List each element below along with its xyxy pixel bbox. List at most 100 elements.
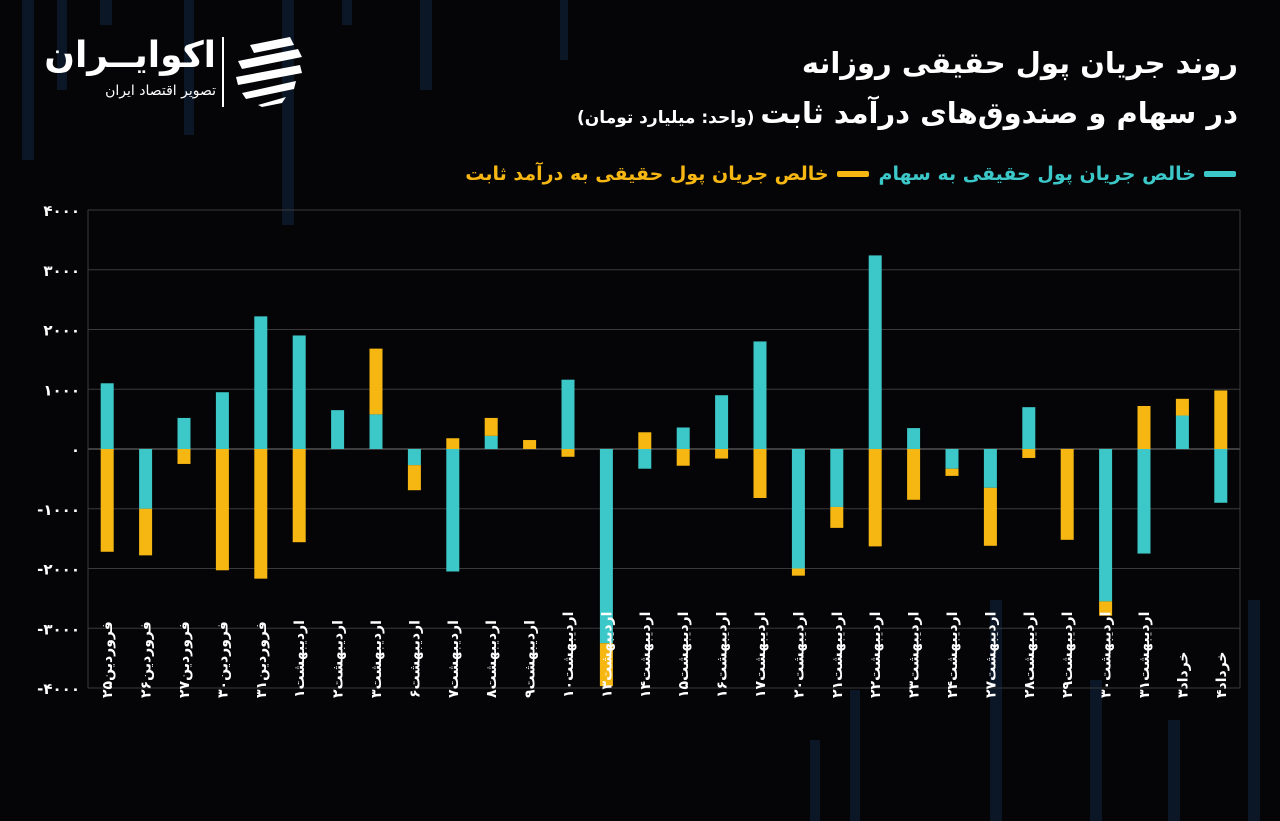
bar-stocks <box>715 395 729 449</box>
y-tick-label: ۴۰۰۰ <box>43 202 80 220</box>
bar-fixed-income <box>523 440 537 449</box>
bar-stocks <box>139 449 153 509</box>
bar-fixed-income <box>1099 601 1113 616</box>
x-tick-label: اردیبهشت۱۳ <box>599 612 615 698</box>
x-tick-label: اردیبهشت۲ <box>331 620 347 698</box>
bar-fixed-income <box>292 449 306 543</box>
bar-stocks <box>1099 449 1113 602</box>
bar-stocks <box>753 341 767 449</box>
y-tick-label: ۲۰۰۰ <box>43 322 80 340</box>
x-tick-label: فروردین۳۰ <box>215 621 231 698</box>
bar-fixed-income <box>715 449 729 459</box>
bar-stocks <box>331 410 345 449</box>
bar-stocks <box>830 449 844 507</box>
y-tick-label: -۱۰۰۰ <box>37 501 80 519</box>
bar-fixed-income <box>868 449 882 547</box>
bar-stocks <box>100 383 114 449</box>
x-tick-label: اردیبهشت۱۴ <box>638 612 654 698</box>
bar-stocks <box>983 449 997 488</box>
x-tick-label: اردیبهشت۳۰ <box>1099 612 1115 698</box>
bar-stocks <box>484 435 498 449</box>
y-tick-label: -۴۰۰۰ <box>37 680 80 698</box>
bar-fixed-income <box>1214 390 1228 449</box>
bar-stocks <box>1137 449 1151 554</box>
bar-fixed-income <box>254 449 268 579</box>
legend-item-stocks: خالص جریان پول حقیقی به سهام <box>879 163 1236 185</box>
bar-fixed-income <box>907 449 921 500</box>
bar-stocks <box>254 316 268 449</box>
x-tick-label: اردیبهشت۲۳ <box>907 612 923 698</box>
x-tick-label: اردیبهشت۲۷ <box>983 612 999 698</box>
bar-fixed-income <box>484 417 498 436</box>
x-tick-label: اردیبهشت۲۴ <box>945 612 961 698</box>
y-tick-label: ۳۰۰۰ <box>43 262 80 280</box>
bar-fixed-income <box>599 643 613 687</box>
bar-fixed-income <box>1022 449 1036 458</box>
x-tick-label: فروردین۳۱ <box>254 621 270 698</box>
title-line-2-text: در سهام و صندوق‌های درآمد ثابت <box>760 96 1238 130</box>
x-tick-label: اردیبهشت۳ <box>369 620 385 698</box>
bar-stocks <box>945 449 959 469</box>
bar-fixed-income <box>561 449 575 457</box>
x-tick-label: اردیبهشت۲۲ <box>868 612 884 698</box>
bar-stocks <box>369 414 383 449</box>
bar-fixed-income <box>446 438 460 449</box>
bar-stocks <box>599 449 613 644</box>
x-tick-label: اردیبهشت۸ <box>484 620 500 698</box>
legend-label-stocks: خالص جریان پول حقیقی به سهام <box>878 163 1196 185</box>
bar-fixed-income <box>638 432 652 449</box>
x-tick-label: اردیبهشت۱۵ <box>676 612 692 698</box>
bar-stocks <box>1175 415 1189 449</box>
bar-stocks <box>907 428 921 449</box>
bar-fixed-income <box>407 465 421 491</box>
bar-stocks <box>1022 407 1036 449</box>
bar-stocks <box>292 335 306 449</box>
x-tick-label: اردیبهشت۲۱ <box>830 612 846 698</box>
x-tick-label: اردیبهشت۲۰ <box>791 612 807 698</box>
x-tick-label: اردیبهشت۳۱ <box>1137 612 1153 698</box>
x-tick-label: اردیبهشت۱۰ <box>561 612 577 698</box>
x-tick-label: اردیبهشت۹ <box>523 620 539 698</box>
x-tick-label: اردیبهشت۱۶ <box>715 612 731 698</box>
bar-fixed-income <box>753 449 767 498</box>
bar-stocks <box>868 255 882 449</box>
bar-fixed-income <box>100 449 114 552</box>
bar-stocks <box>215 392 229 449</box>
bar-stocks <box>561 379 575 449</box>
bar-stocks <box>177 417 191 449</box>
x-tick-label: فروردین۲۶ <box>139 621 155 698</box>
bar-fixed-income <box>215 449 229 571</box>
x-tick-label: اردیبهشت۱۷ <box>753 612 769 698</box>
bar-fixed-income <box>139 508 153 556</box>
legend-swatch-fixed-income <box>836 171 869 177</box>
chart-title: روند جریان پول حقیقی روزانه در سهام و صن… <box>577 38 1238 143</box>
legend-item-fixed-income: خالص جریان پول حقیقی به درآمد ثابت <box>465 163 869 185</box>
brand-tagline: تصویر اقتصاد ایران <box>105 83 216 99</box>
bar-fixed-income <box>983 487 997 546</box>
bar-fixed-income <box>1137 405 1151 449</box>
bar-stocks <box>638 449 652 469</box>
bar-fixed-income <box>830 506 844 528</box>
bar-fixed-income <box>791 568 805 576</box>
bar-fixed-income <box>945 468 959 476</box>
bar-stocks <box>1214 449 1228 503</box>
x-tick-label: خرداد۴ <box>1214 651 1230 698</box>
x-tick-label: اردیبهشت۲۹ <box>1060 612 1076 698</box>
y-tick-label: ۱۰۰۰ <box>43 381 80 399</box>
bar-fixed-income <box>1060 449 1074 540</box>
legend-swatch-stocks <box>1204 171 1236 177</box>
unit-label: (واحد: میلیارد تومان) <box>577 108 755 128</box>
brand-name: اکوایــران <box>44 35 216 76</box>
bar-stocks <box>446 449 460 572</box>
bar-stocks <box>676 427 690 449</box>
y-tick-label: -۲۰۰۰ <box>37 561 80 579</box>
logo-divider <box>222 37 224 107</box>
x-tick-label: اردیبهشت۶ <box>407 620 423 698</box>
bar-stocks <box>791 449 805 569</box>
ecoiran-logo-icon <box>236 37 302 107</box>
y-tick-label: ۰ <box>71 441 80 459</box>
bar-stocks <box>407 449 421 466</box>
y-tick-label: -۳۰۰۰ <box>37 620 80 638</box>
title-line-2: در سهام و صندوق‌های درآمد ثابت(واحد: میل… <box>577 88 1238 143</box>
